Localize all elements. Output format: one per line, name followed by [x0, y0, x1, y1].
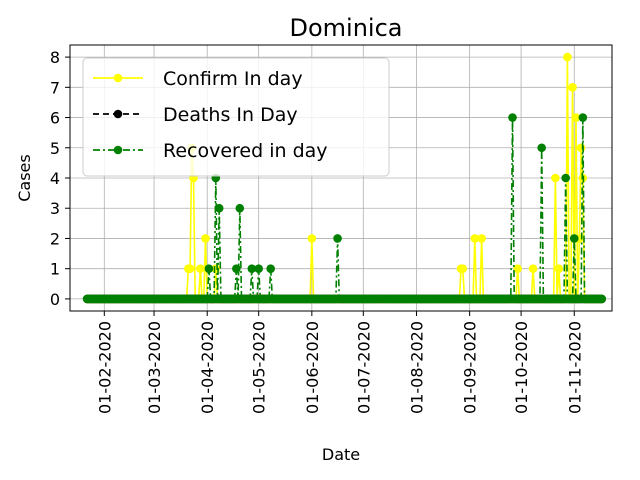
x-tick-label: 01-11-2020: [565, 321, 584, 414]
x-tick-label: 01-05-2020: [250, 321, 269, 414]
data-point: [185, 264, 195, 273]
data-point: [576, 143, 586, 153]
data-point: [537, 143, 546, 153]
series-2: [82, 113, 607, 304]
y-tick-label: 7: [50, 78, 60, 97]
y-axis: 0 1 2 3 4 5 6 7 8: [50, 48, 70, 309]
y-tick-label: 4: [50, 169, 60, 188]
x-tick-label: 01-02-2020: [95, 321, 114, 414]
legend-swatch-marker: [113, 109, 123, 119]
data-point: [235, 203, 245, 213]
x-tick-label: 01-03-2020: [145, 321, 164, 414]
x-tick-label: 01-04-2020: [198, 321, 217, 414]
y-tick-label: 5: [50, 139, 60, 158]
x-axis-label: Date: [322, 445, 360, 464]
y-tick-label: 8: [50, 48, 60, 67]
data-point: [571, 113, 581, 122]
data-point: [513, 264, 522, 273]
x-tick-label: 01-08-2020: [407, 321, 426, 414]
data-point: [266, 264, 275, 273]
data-point: [307, 234, 317, 243]
legend-box: [82, 57, 390, 177]
data-point: [458, 264, 468, 273]
y-axis-label: Cases: [15, 154, 34, 202]
y-tick-label: 6: [50, 109, 60, 128]
data-point: [214, 203, 224, 213]
data-point: [563, 52, 572, 62]
legend-label: Recovered in day: [163, 140, 328, 162]
data-point: [204, 264, 214, 273]
x-tick-label: 01-10-2020: [512, 321, 531, 414]
x-tick-label: 01-07-2020: [354, 321, 373, 414]
data-point: [561, 173, 570, 183]
x-tick-label: 01-09-2020: [461, 321, 480, 414]
data-point: [254, 264, 263, 273]
y-tick-label: 1: [50, 260, 60, 279]
data-point: [470, 234, 480, 243]
data-point: [508, 113, 517, 122]
data-point: [597, 294, 607, 304]
legend: Confirm In day Deaths In Day Recovered in …: [82, 57, 390, 177]
data-point: [551, 173, 560, 183]
x-tick-label: 01-06-2020: [303, 321, 322, 414]
data-point: [196, 264, 205, 273]
legend-swatch-marker: [113, 73, 123, 83]
data-point: [247, 264, 257, 273]
legend-label: Confirm In day: [163, 68, 303, 90]
data-point: [232, 264, 241, 273]
data-point: [528, 264, 538, 273]
data-point: [578, 113, 588, 122]
data-point: [201, 234, 210, 243]
legend-swatch-marker: [113, 145, 123, 155]
x-axis: 01-02-2020 01-03-2020 01-04-2020 01-05-2020…: [95, 311, 584, 414]
plot-area: [82, 52, 607, 304]
y-tick-label: 3: [50, 199, 60, 218]
data-point: [568, 83, 577, 92]
data-point: [477, 234, 486, 243]
data-point: [554, 264, 564, 273]
data-point: [333, 234, 342, 243]
legend-label: Deaths In Day: [163, 104, 298, 126]
y-tick-label: 2: [50, 229, 60, 248]
data-point: [569, 234, 579, 243]
chart-title: Dominica: [290, 14, 403, 42]
y-tick-label: 0: [50, 290, 60, 309]
